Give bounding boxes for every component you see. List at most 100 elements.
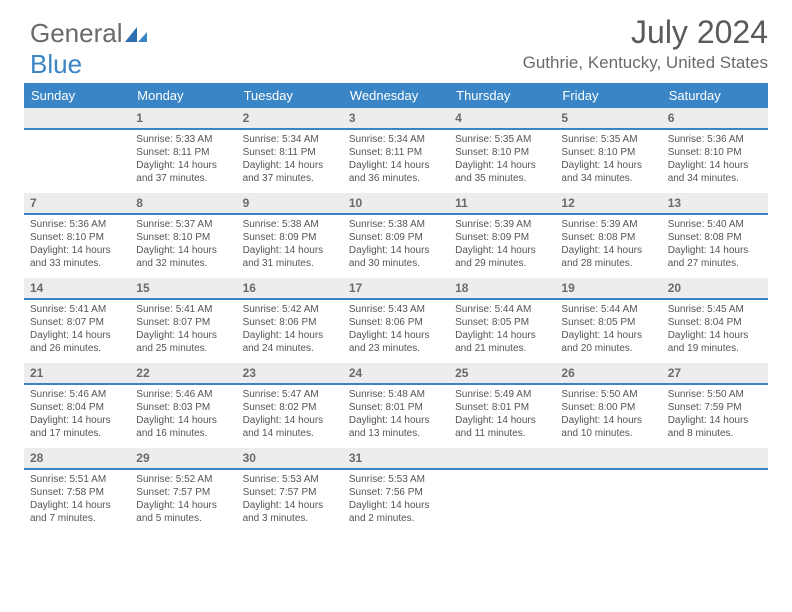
day-number: 31 — [343, 448, 449, 470]
day-number: 6 — [662, 108, 768, 130]
calendar-cell: 12Sunrise: 5:39 AMSunset: 8:08 PMDayligh… — [555, 193, 661, 278]
day-number: 17 — [343, 278, 449, 300]
day-number: 20 — [662, 278, 768, 300]
calendar-cell: 31Sunrise: 5:53 AMSunset: 7:56 PMDayligh… — [343, 448, 449, 533]
day-number: 14 — [24, 278, 130, 300]
day-details: Sunrise: 5:34 AMSunset: 8:11 PMDaylight:… — [343, 130, 449, 193]
day-number: 26 — [555, 363, 661, 385]
calendar-cell: 13Sunrise: 5:40 AMSunset: 8:08 PMDayligh… — [662, 193, 768, 278]
calendar-cell: 9Sunrise: 5:38 AMSunset: 8:09 PMDaylight… — [237, 193, 343, 278]
day-number: 30 — [237, 448, 343, 470]
day-number-empty — [449, 448, 555, 470]
day-details: Sunrise: 5:53 AMSunset: 7:57 PMDaylight:… — [237, 470, 343, 533]
calendar-cell: 29Sunrise: 5:52 AMSunset: 7:57 PMDayligh… — [130, 448, 236, 533]
day-number: 4 — [449, 108, 555, 130]
day-number: 12 — [555, 193, 661, 215]
calendar-cell: 17Sunrise: 5:43 AMSunset: 8:06 PMDayligh… — [343, 278, 449, 363]
calendar-cell: 6Sunrise: 5:36 AMSunset: 8:10 PMDaylight… — [662, 108, 768, 193]
day-details: Sunrise: 5:45 AMSunset: 8:04 PMDaylight:… — [662, 300, 768, 363]
day-details: Sunrise: 5:51 AMSunset: 7:58 PMDaylight:… — [24, 470, 130, 533]
day-number: 3 — [343, 108, 449, 130]
day-number: 27 — [662, 363, 768, 385]
brand-text-1: General — [30, 18, 123, 48]
day-number: 2 — [237, 108, 343, 130]
day-details: Sunrise: 5:39 AMSunset: 8:08 PMDaylight:… — [555, 215, 661, 278]
day-details: Sunrise: 5:46 AMSunset: 8:04 PMDaylight:… — [24, 385, 130, 448]
day-details: Sunrise: 5:44 AMSunset: 8:05 PMDaylight:… — [555, 300, 661, 363]
logo-sail-icon — [123, 24, 151, 44]
calendar-cell: 15Sunrise: 5:41 AMSunset: 8:07 PMDayligh… — [130, 278, 236, 363]
day-of-week-header: Sunday — [24, 83, 130, 108]
calendar-cell: 26Sunrise: 5:50 AMSunset: 8:00 PMDayligh… — [555, 363, 661, 448]
day-details: Sunrise: 5:33 AMSunset: 8:11 PMDaylight:… — [130, 130, 236, 193]
day-of-week-header: Friday — [555, 83, 661, 108]
calendar-cell: 14Sunrise: 5:41 AMSunset: 8:07 PMDayligh… — [24, 278, 130, 363]
day-number: 13 — [662, 193, 768, 215]
day-number: 23 — [237, 363, 343, 385]
day-number: 9 — [237, 193, 343, 215]
calendar-cell: 7Sunrise: 5:36 AMSunset: 8:10 PMDaylight… — [24, 193, 130, 278]
calendar-cell: 10Sunrise: 5:38 AMSunset: 8:09 PMDayligh… — [343, 193, 449, 278]
calendar-cell — [555, 448, 661, 533]
calendar-cell: 27Sunrise: 5:50 AMSunset: 7:59 PMDayligh… — [662, 363, 768, 448]
brand-logo: General Blue — [30, 18, 151, 80]
day-details: Sunrise: 5:44 AMSunset: 8:05 PMDaylight:… — [449, 300, 555, 363]
calendar-cell — [662, 448, 768, 533]
day-number: 29 — [130, 448, 236, 470]
day-of-week-header: Thursday — [449, 83, 555, 108]
calendar-cell: 28Sunrise: 5:51 AMSunset: 7:58 PMDayligh… — [24, 448, 130, 533]
day-details: Sunrise: 5:52 AMSunset: 7:57 PMDaylight:… — [130, 470, 236, 533]
day-details: Sunrise: 5:43 AMSunset: 8:06 PMDaylight:… — [343, 300, 449, 363]
day-number: 7 — [24, 193, 130, 215]
calendar-cell: 16Sunrise: 5:42 AMSunset: 8:06 PMDayligh… — [237, 278, 343, 363]
day-details: Sunrise: 5:37 AMSunset: 8:10 PMDaylight:… — [130, 215, 236, 278]
calendar-cell: 19Sunrise: 5:44 AMSunset: 8:05 PMDayligh… — [555, 278, 661, 363]
day-details: Sunrise: 5:34 AMSunset: 8:11 PMDaylight:… — [237, 130, 343, 193]
calendar-cell — [24, 108, 130, 193]
day-of-week-header: Saturday — [662, 83, 768, 108]
day-details: Sunrise: 5:53 AMSunset: 7:56 PMDaylight:… — [343, 470, 449, 533]
day-details: Sunrise: 5:48 AMSunset: 8:01 PMDaylight:… — [343, 385, 449, 448]
day-number: 25 — [449, 363, 555, 385]
day-details: Sunrise: 5:38 AMSunset: 8:09 PMDaylight:… — [343, 215, 449, 278]
day-number-empty — [662, 448, 768, 470]
calendar-cell: 1Sunrise: 5:33 AMSunset: 8:11 PMDaylight… — [130, 108, 236, 193]
day-number: 11 — [449, 193, 555, 215]
day-number: 21 — [24, 363, 130, 385]
day-number: 10 — [343, 193, 449, 215]
day-details: Sunrise: 5:39 AMSunset: 8:09 PMDaylight:… — [449, 215, 555, 278]
calendar-cell: 22Sunrise: 5:46 AMSunset: 8:03 PMDayligh… — [130, 363, 236, 448]
calendar-cell: 3Sunrise: 5:34 AMSunset: 8:11 PMDaylight… — [343, 108, 449, 193]
day-number: 24 — [343, 363, 449, 385]
calendar-cell: 21Sunrise: 5:46 AMSunset: 8:04 PMDayligh… — [24, 363, 130, 448]
day-number-empty — [24, 108, 130, 130]
day-number: 16 — [237, 278, 343, 300]
day-number: 19 — [555, 278, 661, 300]
day-number: 22 — [130, 363, 236, 385]
day-details: Sunrise: 5:47 AMSunset: 8:02 PMDaylight:… — [237, 385, 343, 448]
day-of-week-header: Wednesday — [343, 83, 449, 108]
day-details: Sunrise: 5:35 AMSunset: 8:10 PMDaylight:… — [449, 130, 555, 193]
day-details: Sunrise: 5:35 AMSunset: 8:10 PMDaylight:… — [555, 130, 661, 193]
day-number: 8 — [130, 193, 236, 215]
day-details: Sunrise: 5:50 AMSunset: 7:59 PMDaylight:… — [662, 385, 768, 448]
calendar-cell: 18Sunrise: 5:44 AMSunset: 8:05 PMDayligh… — [449, 278, 555, 363]
day-number: 18 — [449, 278, 555, 300]
calendar-cell: 2Sunrise: 5:34 AMSunset: 8:11 PMDaylight… — [237, 108, 343, 193]
calendar-cell — [449, 448, 555, 533]
day-details: Sunrise: 5:41 AMSunset: 8:07 PMDaylight:… — [130, 300, 236, 363]
day-number: 28 — [24, 448, 130, 470]
day-details: Sunrise: 5:42 AMSunset: 8:06 PMDaylight:… — [237, 300, 343, 363]
day-number: 1 — [130, 108, 236, 130]
day-details: Sunrise: 5:46 AMSunset: 8:03 PMDaylight:… — [130, 385, 236, 448]
day-details: Sunrise: 5:50 AMSunset: 8:00 PMDaylight:… — [555, 385, 661, 448]
calendar-cell: 4Sunrise: 5:35 AMSunset: 8:10 PMDaylight… — [449, 108, 555, 193]
day-of-week-header: Tuesday — [237, 83, 343, 108]
calendar-cell: 8Sunrise: 5:37 AMSunset: 8:10 PMDaylight… — [130, 193, 236, 278]
day-details: Sunrise: 5:38 AMSunset: 8:09 PMDaylight:… — [237, 215, 343, 278]
day-number: 5 — [555, 108, 661, 130]
day-number-empty — [555, 448, 661, 470]
calendar-cell: 11Sunrise: 5:39 AMSunset: 8:09 PMDayligh… — [449, 193, 555, 278]
calendar-cell: 23Sunrise: 5:47 AMSunset: 8:02 PMDayligh… — [237, 363, 343, 448]
calendar-cell: 24Sunrise: 5:48 AMSunset: 8:01 PMDayligh… — [343, 363, 449, 448]
